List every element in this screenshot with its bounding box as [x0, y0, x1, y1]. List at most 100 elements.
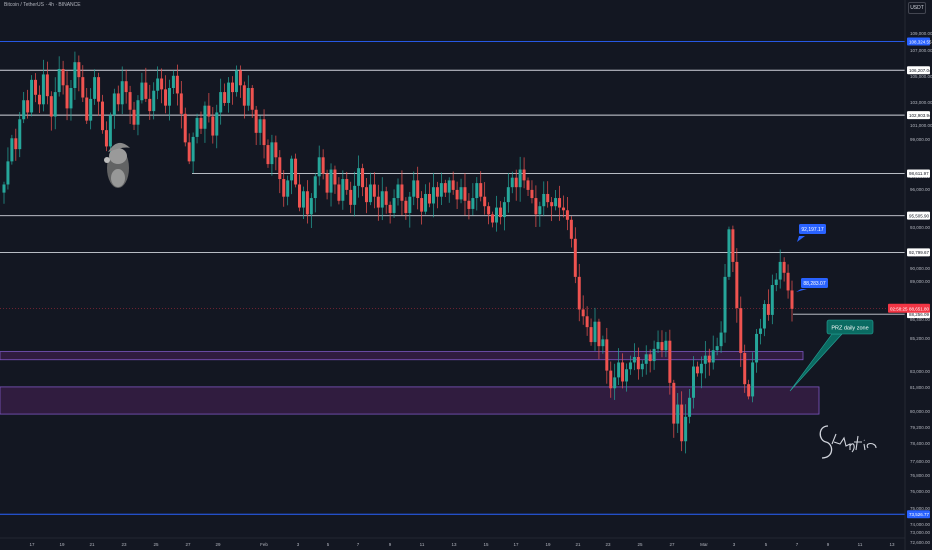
chart-title: Bitcoin / TetherUS · 4h · BINANCE — [4, 2, 81, 8]
candle-body — [183, 113, 187, 143]
candle-body — [191, 136, 195, 162]
candle-body — [140, 82, 144, 101]
candle-body — [219, 92, 223, 113]
time-tick-label: 21 — [89, 542, 95, 547]
candle-body — [278, 157, 282, 180]
candle-body — [435, 187, 439, 197]
time-tick-label: 13 — [889, 542, 895, 547]
candle-body — [246, 88, 250, 106]
santa-face — [109, 148, 127, 164]
callout-box-low — [801, 278, 828, 288]
candle-body — [152, 90, 156, 112]
time-tick-label: 19 — [59, 542, 65, 547]
time-tick-label: 13 — [451, 542, 457, 547]
candle-body — [309, 198, 313, 215]
candle-body — [160, 78, 164, 90]
candle-body — [617, 362, 621, 378]
candle-body — [357, 168, 361, 186]
candle-body — [628, 362, 632, 370]
candle-body — [786, 272, 790, 291]
candle-body — [120, 81, 124, 105]
candle-body — [522, 169, 526, 181]
price-tick-label: 90,000.00 — [910, 266, 931, 271]
candle-body — [471, 198, 475, 209]
candle-body — [447, 180, 451, 193]
candle-body — [321, 157, 325, 174]
candle-body — [345, 179, 349, 190]
candle-body — [167, 88, 171, 106]
callouts-layer: 92,197.17 88,283.07 PRZ daily zone — [789, 224, 874, 392]
candle-body — [688, 397, 692, 417]
time-axis[interactable]: 17 19 21 23 25 27 29 Feb 3 5 7 9 11 13 15 17 19 21 23 25 27 M… — [0, 537, 905, 547]
price-tick-label: 85,200.00 — [910, 336, 931, 341]
candle-body — [384, 191, 388, 205]
candle-body — [475, 183, 479, 199]
candle-body — [723, 276, 727, 333]
candle-body — [565, 210, 569, 220]
price-level-badge-label: 92,799.67 — [909, 250, 930, 255]
price-tick-label: 75,000.00 — [910, 506, 931, 511]
price-tick-label: 109,000.00 — [910, 31, 932, 36]
time-tick-label: 29 — [215, 542, 221, 547]
candle-body — [262, 119, 266, 146]
candle-body — [329, 169, 333, 193]
candle-body — [774, 279, 778, 286]
candle-body — [282, 179, 286, 197]
candle-body — [715, 346, 719, 351]
price-tick-label: 77,600.00 — [910, 459, 931, 464]
candle-body — [605, 339, 609, 371]
candle-body — [144, 82, 148, 99]
candle-body — [353, 185, 357, 205]
price-tick-label: 76,800.00 — [910, 473, 931, 478]
price-axis[interactable]: 109,000.00 107,000.00 105,000.00 103,000.00… — [888, 0, 932, 550]
currency-unit-button[interactable]: USDT — [908, 2, 926, 14]
candle-body — [538, 206, 542, 215]
candle-body — [550, 202, 554, 207]
time-tick-label: 19 — [545, 542, 551, 547]
price-tick-label: 81,800.00 — [910, 385, 931, 390]
candle-body — [451, 180, 455, 190]
candle-body — [711, 350, 715, 363]
candle-body — [136, 100, 140, 125]
candle-body — [695, 366, 699, 374]
candle-body — [699, 363, 703, 374]
candle-body — [439, 183, 443, 197]
callout-label-prz: PRZ daily zone — [831, 326, 868, 332]
candle-body — [581, 309, 585, 317]
candle-body — [597, 321, 601, 347]
candle-body — [416, 180, 420, 199]
candle-body — [739, 308, 743, 353]
candle-body — [664, 340, 668, 351]
current-price-value: 88,651.80 — [909, 307, 930, 312]
time-tick-label: 21 — [575, 542, 581, 547]
price-level-badge — [907, 169, 930, 178]
candle-body — [231, 82, 235, 93]
candle-body — [455, 189, 459, 200]
candle-body — [372, 184, 376, 197]
candle-body — [585, 316, 589, 328]
candle-body — [101, 101, 104, 131]
candle-body — [6, 161, 10, 185]
callout-label-low: 88,283.07 — [803, 281, 825, 287]
candle-body — [640, 363, 644, 370]
candle-body — [65, 85, 69, 109]
candle-body — [577, 276, 581, 310]
candle-body — [14, 138, 18, 150]
time-tick-label: 17 — [513, 542, 519, 547]
candle-body — [274, 142, 278, 158]
price-tick-label: 89,000.00 — [910, 279, 931, 284]
candle-body — [49, 96, 53, 117]
candle-body — [254, 109, 258, 133]
candle-body — [758, 328, 762, 334]
candle-body — [613, 377, 617, 389]
time-tick-label: 27 — [669, 542, 675, 547]
candle-body — [770, 285, 774, 315]
candle-body — [81, 77, 85, 98]
candle-body — [388, 204, 392, 214]
candle-body — [731, 229, 735, 262]
price-tick-label: 101,000.00 — [910, 123, 932, 128]
candle-body — [361, 168, 365, 188]
candle-body — [85, 97, 89, 121]
